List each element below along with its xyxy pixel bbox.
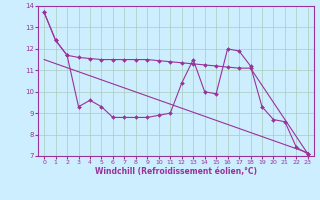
- X-axis label: Windchill (Refroidissement éolien,°C): Windchill (Refroidissement éolien,°C): [95, 167, 257, 176]
